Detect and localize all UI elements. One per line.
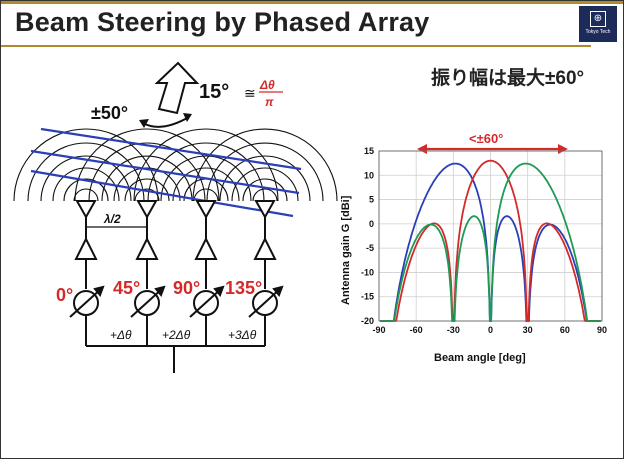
wave-arc — [147, 142, 265, 202]
wave-arc — [74, 128, 220, 202]
delay-label-2: +2Δθ — [162, 328, 191, 342]
y-tick-label: 15 — [364, 146, 374, 156]
x-tick-label: 60 — [560, 325, 570, 335]
wave-arc — [52, 167, 120, 202]
max-range-note: 振り幅は最大±60° — [431, 68, 585, 89]
arrow-head — [213, 285, 225, 297]
phase-label-0: 0° — [56, 285, 73, 305]
phase-label-3: 135° — [225, 278, 262, 298]
logo-text: Tokyo Tech — [585, 29, 611, 35]
chart-grid — [378, 150, 603, 322]
y-tick-label: -15 — [361, 292, 374, 302]
chart-ticks: -90 -60 -30 0 30 60 90 15 10 5 0 -5 -10 -15 -20 — [361, 146, 607, 335]
x-axis-label: Beam angle [deg] — [434, 352, 526, 364]
gain-series-1 — [380, 159, 601, 322]
approx-symbol: ≅ — [244, 85, 256, 101]
beam-direction-arrow-icon — [139, 61, 200, 128]
phase-shifter-arrow — [69, 287, 103, 318]
phase-shifter-arrow — [248, 287, 282, 318]
range-arrow-left-head — [417, 144, 427, 154]
arrow-head — [93, 285, 105, 297]
wave-arc — [252, 188, 278, 202]
antenna-element — [189, 200, 225, 346]
y-tick-label: -5 — [366, 243, 374, 253]
antenna-element — [130, 200, 166, 346]
wavefront-line-2 — [30, 149, 300, 195]
amplifier-icon — [194, 236, 218, 260]
wave-arc — [40, 155, 132, 202]
y-axis-label: Antenna gain G [dBi] — [340, 195, 352, 305]
x-tick-label: 30 — [523, 325, 533, 335]
wavefront-arcs — [13, 128, 338, 202]
tilted-wavefronts — [30, 127, 302, 218]
slide-title: Beam Steering by Phased Array — [15, 7, 430, 37]
arrow-head — [272, 285, 284, 297]
logo-icon: ⊕ — [590, 11, 606, 27]
x-tick-label: -30 — [447, 325, 460, 335]
wave-arc — [101, 155, 193, 202]
antenna-element — [248, 200, 284, 346]
wave-arc — [133, 128, 279, 202]
wave-arc — [242, 178, 288, 202]
wave-arc — [192, 128, 338, 202]
y-tick-label: -20 — [361, 316, 374, 326]
antenna-icon — [195, 200, 217, 220]
tilt-angle-label: 15° — [199, 81, 229, 103]
delay-label-1: +Δθ — [110, 328, 132, 342]
wave-arc — [63, 178, 109, 202]
wavefront-line-3 — [30, 169, 294, 218]
wave-arc — [113, 167, 181, 202]
delay-label-3: +3Δθ — [228, 328, 257, 342]
phase-label-2: 90° — [173, 278, 200, 298]
amplifier-icon — [135, 236, 159, 260]
wave-arc — [73, 188, 99, 202]
wave-arc — [193, 188, 219, 202]
gain-series-2 — [380, 162, 601, 322]
y-tick-label: -10 — [361, 267, 374, 277]
x-tick-label: -60 — [410, 325, 423, 335]
spacing-label: λ/2 — [103, 212, 121, 226]
wave-arc — [88, 142, 206, 202]
arrow-head — [154, 285, 166, 297]
x-tick-label: 90 — [597, 325, 607, 335]
antenna-icon — [136, 200, 158, 220]
phase-label-1: 45° — [113, 278, 140, 298]
phase-shifter-arrow — [130, 287, 164, 318]
wave-arc — [160, 155, 252, 202]
antenna-gain-chart: <±60° -90 -60 -30 0 30 60 90151050-5-10-15-20 … — [340, 131, 607, 364]
range-annotation: <±60° — [469, 131, 503, 146]
y-tick-label: 5 — [369, 195, 374, 205]
amplifier-icon — [253, 236, 277, 260]
phase-shifter-arrow — [189, 287, 223, 318]
feed-network — [86, 345, 265, 373]
x-tick-label: -90 — [372, 325, 385, 335]
y-tick-label: 0 — [369, 219, 374, 229]
antenna-elements — [69, 200, 284, 346]
title-underline — [1, 45, 591, 47]
amplifier-icon — [74, 236, 98, 260]
antenna-icon — [254, 200, 276, 220]
wave-arc — [134, 188, 160, 202]
wave-arc — [231, 167, 299, 202]
wave-arc — [172, 167, 240, 202]
y-tick-label: 10 — [364, 170, 374, 180]
top-accent-bar — [1, 1, 623, 4]
wave-arc — [124, 178, 170, 202]
x-tick-label: 0 — [488, 325, 493, 335]
antenna-element — [69, 200, 105, 346]
wavefront-line-1 — [40, 127, 302, 171]
formula-numerator: Δθ — [259, 78, 275, 92]
university-logo: ⊕ Tokyo Tech — [579, 6, 617, 42]
antenna-icon — [75, 200, 97, 220]
range-arrow-right-head — [558, 144, 568, 154]
steer-range-label: ±50° — [91, 103, 128, 123]
chart-series — [380, 159, 601, 322]
wave-arc — [206, 142, 324, 202]
formula-denominator: π — [265, 95, 274, 109]
